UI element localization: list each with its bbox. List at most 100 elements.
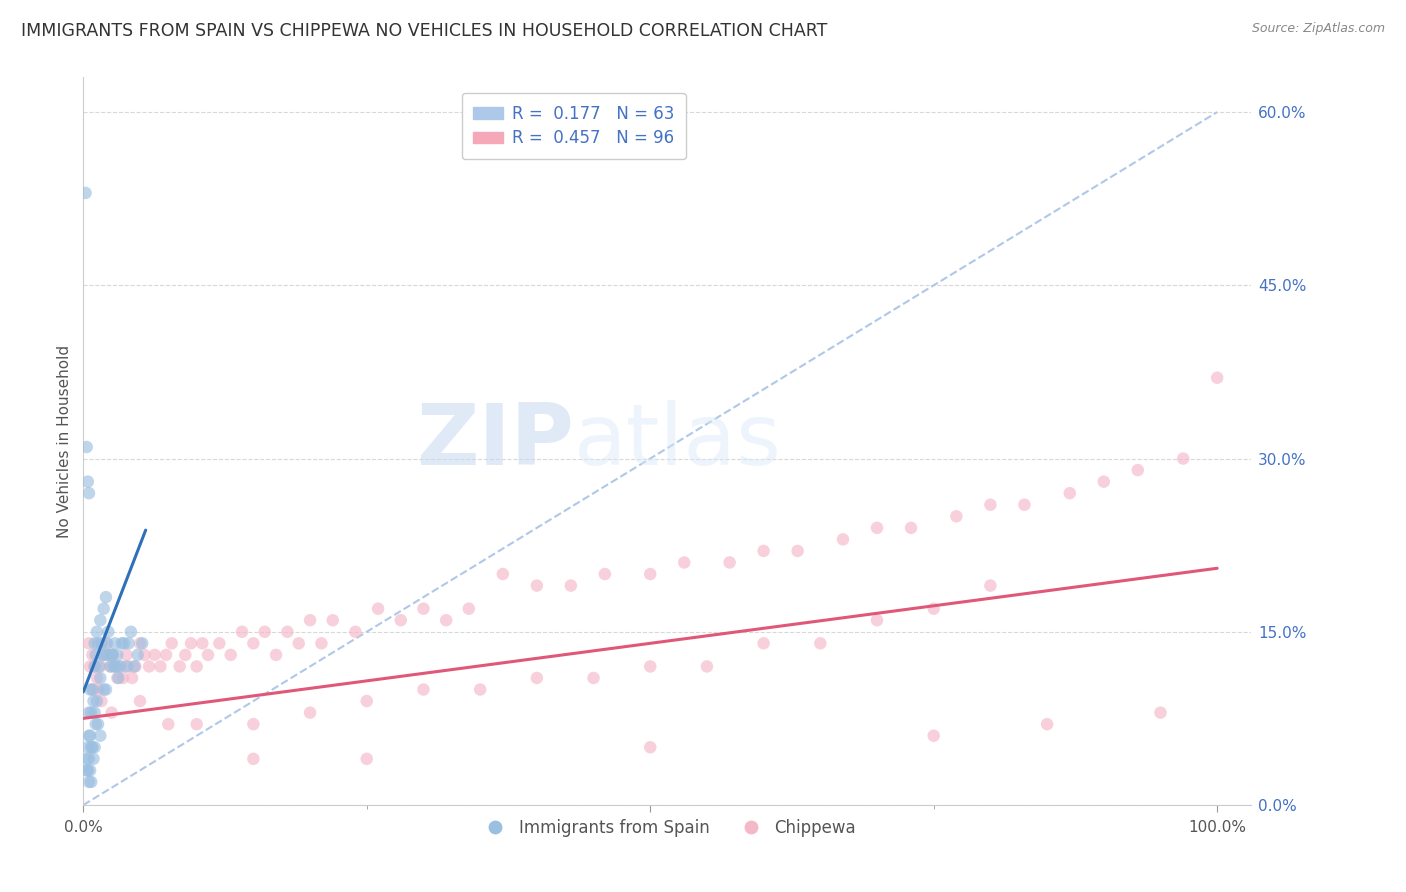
Point [752, 636, 775, 650]
Point [82, 740, 104, 755]
Point [412, 682, 434, 697]
Point [900, 521, 922, 535]
Point [105, 671, 128, 685]
Point [412, 601, 434, 615]
Point [231, 624, 253, 639]
Point [311, 636, 333, 650]
Point [111, 636, 134, 650]
Point [180, 636, 202, 650]
Point [143, 648, 166, 662]
Point [96, 636, 118, 650]
Point [91, 648, 114, 662]
Point [127, 648, 149, 662]
Text: IMMIGRANTS FROM SPAIN VS CHIPPEWA NO VEHICLES IN HOUSEHOLD CORRELATION CHART: IMMIGRANTS FROM SPAIN VS CHIPPEWA NO VEH… [21, 22, 828, 40]
Point [76, 764, 98, 778]
Point [94, 682, 117, 697]
Point [866, 613, 889, 627]
Point [299, 706, 322, 720]
Point [79, 659, 101, 673]
Point [208, 636, 231, 650]
Point [866, 521, 889, 535]
Point [86, 624, 108, 639]
Point [322, 613, 344, 627]
Point [526, 671, 548, 685]
Point [129, 636, 152, 650]
Point [1036, 717, 1059, 731]
Point [83, 706, 105, 720]
Point [75, 186, 97, 200]
Point [1059, 486, 1081, 500]
Point [89, 671, 111, 685]
Point [100, 659, 122, 673]
Point [457, 601, 479, 615]
Point [191, 636, 214, 650]
Point [242, 717, 264, 731]
Point [752, 544, 775, 558]
Point [97, 648, 120, 662]
Point [117, 636, 139, 650]
Point [115, 659, 138, 673]
Point [287, 636, 309, 650]
Point [389, 613, 412, 627]
Point [434, 613, 457, 627]
Legend: Immigrants from Spain, Chippewa: Immigrants from Spain, Chippewa [472, 813, 863, 844]
Point [367, 601, 389, 615]
Point [100, 659, 122, 673]
Point [560, 578, 582, 592]
Y-axis label: No Vehicles in Household: No Vehicles in Household [58, 344, 72, 538]
Point [638, 659, 661, 673]
Point [82, 648, 104, 662]
Point [82, 682, 104, 697]
Point [115, 648, 138, 662]
Point [76, 440, 98, 454]
Point [117, 659, 139, 673]
Point [83, 636, 105, 650]
Point [77, 636, 100, 650]
Point [1149, 706, 1171, 720]
Point [356, 694, 378, 708]
Point [129, 694, 152, 708]
Point [638, 567, 661, 582]
Point [101, 648, 124, 662]
Text: Source: ZipAtlas.com: Source: ZipAtlas.com [1251, 22, 1385, 36]
Point [945, 509, 967, 524]
Point [100, 706, 122, 720]
Point [1014, 498, 1036, 512]
Point [276, 624, 298, 639]
Point [80, 775, 103, 789]
Point [87, 636, 110, 650]
Point [197, 648, 219, 662]
Point [76, 740, 98, 755]
Point [87, 717, 110, 731]
Point [101, 648, 124, 662]
Point [922, 729, 945, 743]
Point [76, 475, 98, 489]
Point [79, 682, 101, 697]
Point [83, 659, 105, 673]
Point [77, 706, 100, 720]
Point [77, 752, 100, 766]
Point [155, 648, 177, 662]
Point [89, 659, 111, 673]
Point [1206, 370, 1229, 384]
Point [93, 648, 115, 662]
Text: ZIP: ZIP [416, 400, 574, 483]
Point [76, 764, 98, 778]
Point [832, 533, 855, 547]
Point [94, 590, 117, 604]
Point [526, 578, 548, 592]
Point [89, 659, 111, 673]
Point [138, 659, 160, 673]
Point [104, 636, 127, 650]
Point [1092, 475, 1115, 489]
Point [124, 659, 146, 673]
Point [80, 706, 103, 720]
Point [979, 578, 1001, 592]
Point [83, 740, 105, 755]
Point [105, 659, 128, 673]
Point [76, 752, 98, 766]
Point [174, 648, 197, 662]
Point [186, 659, 208, 673]
Point [808, 636, 831, 650]
Point [97, 624, 120, 639]
